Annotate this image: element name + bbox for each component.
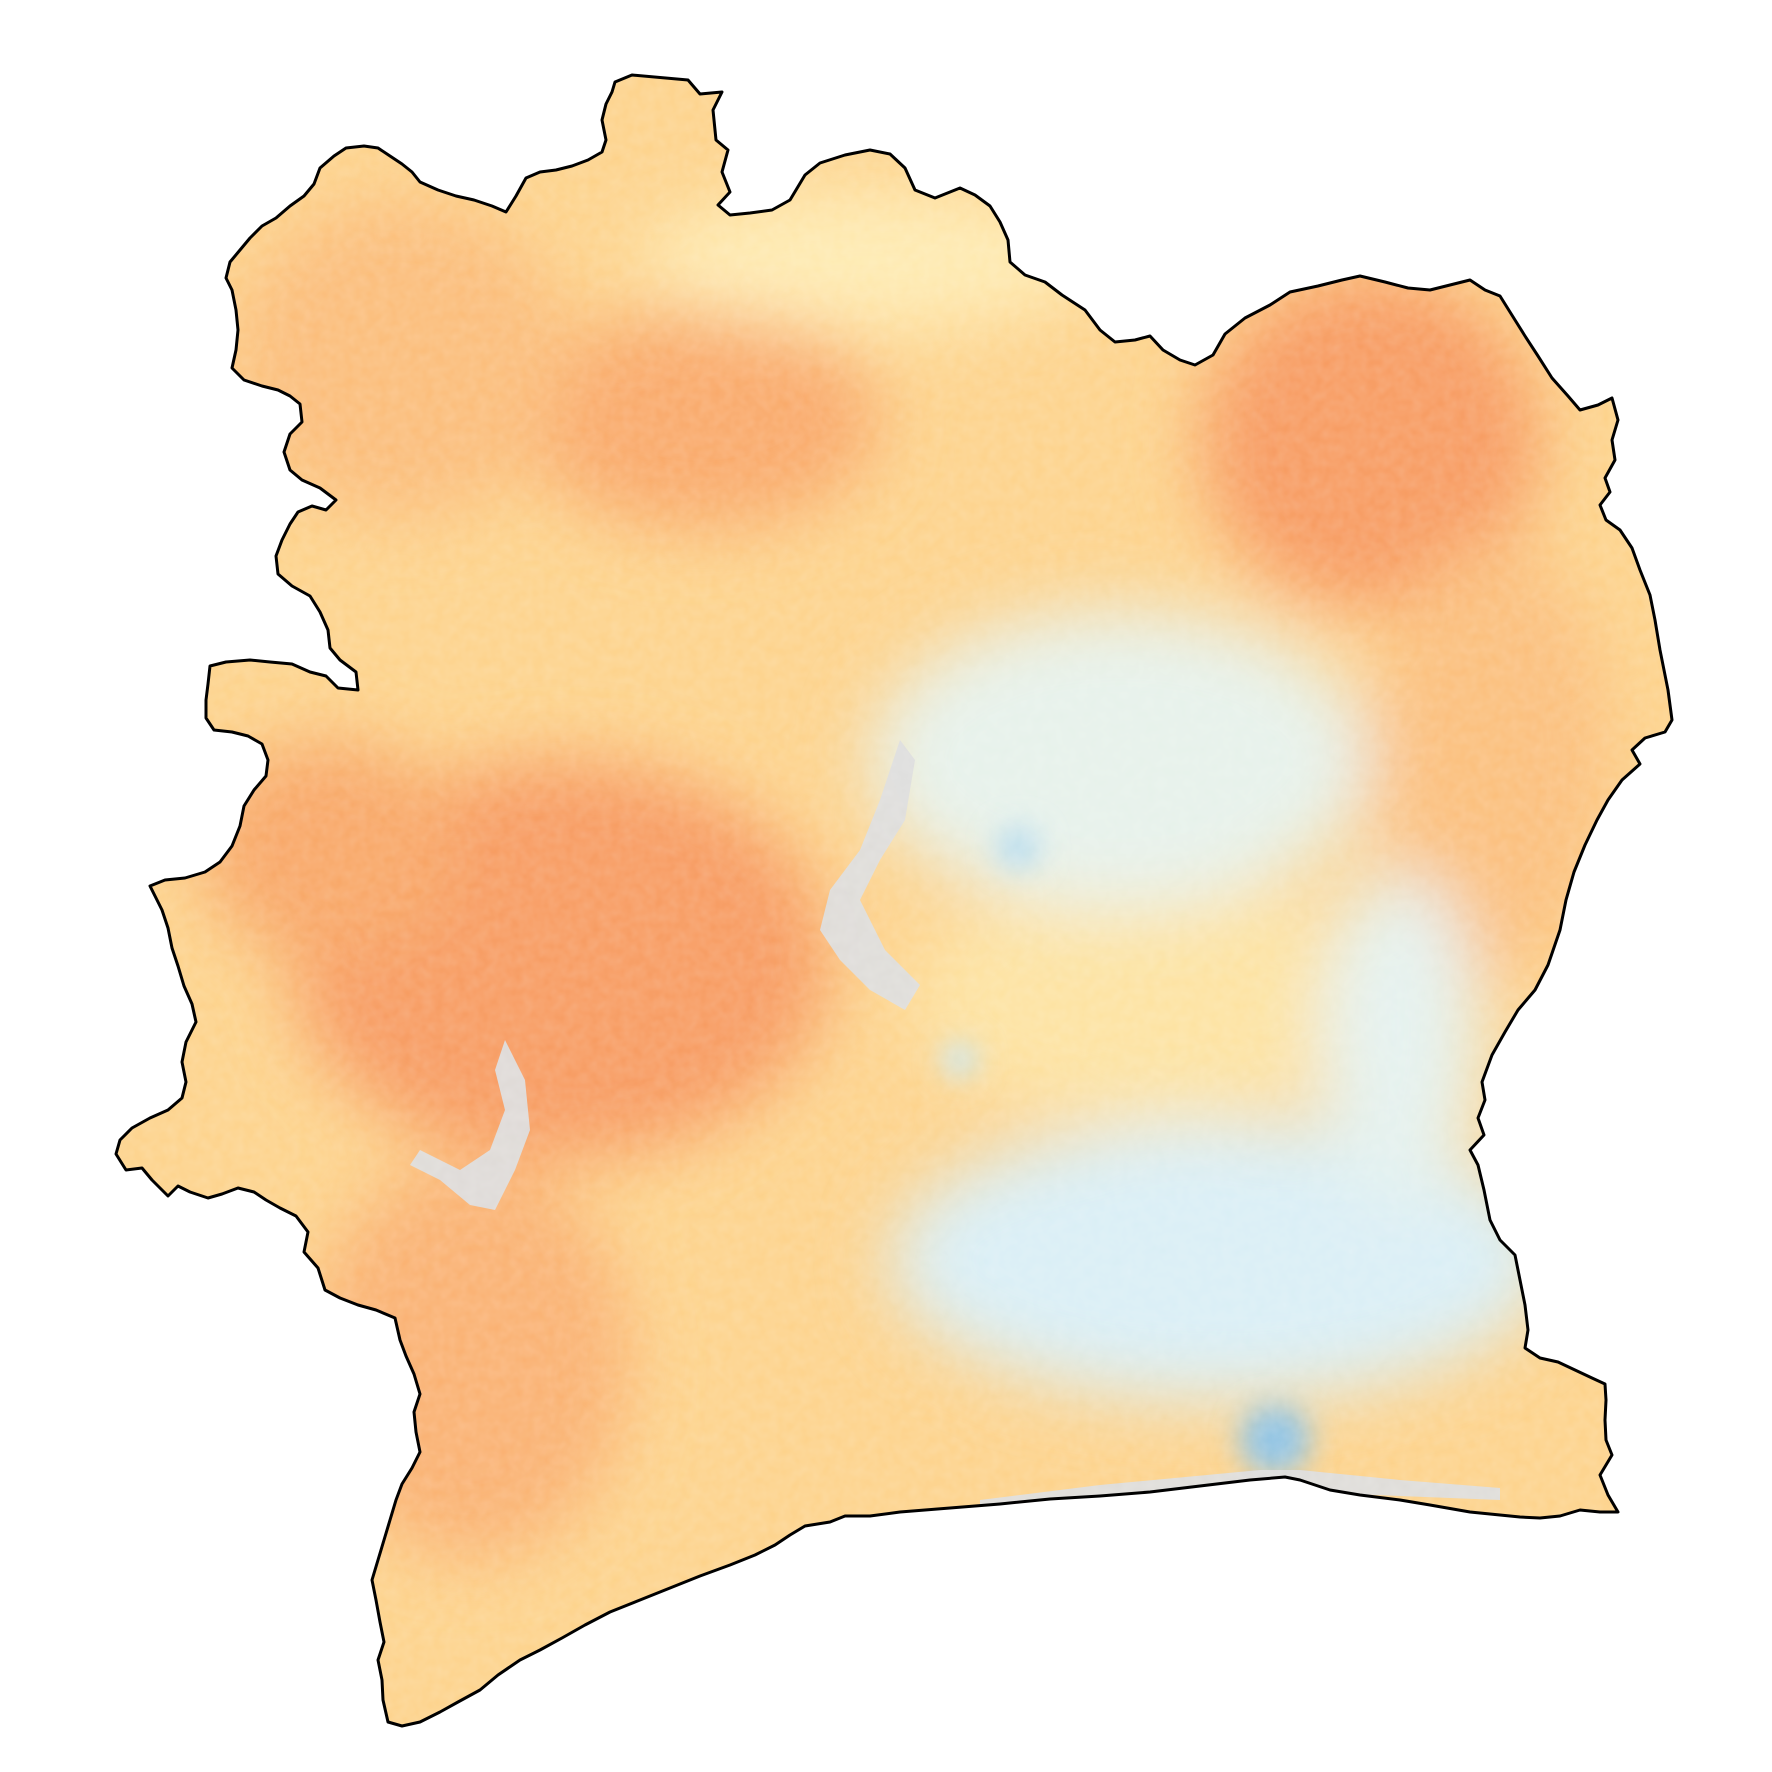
country-outline	[114, 73, 1674, 1728]
